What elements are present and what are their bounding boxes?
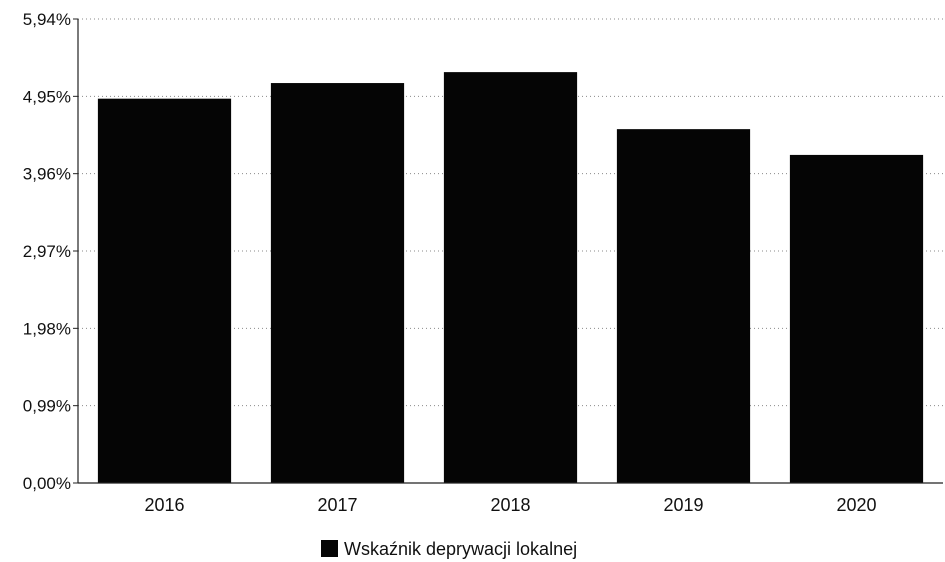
x-tick-label: 2019 xyxy=(663,495,703,515)
legend: Wskaźnik deprywacji lokalnej xyxy=(321,539,577,559)
bars xyxy=(97,72,924,484)
x-tick-label: 2017 xyxy=(317,495,357,515)
y-tick-label: 4,95% xyxy=(23,87,71,106)
bar xyxy=(789,154,924,483)
legend-label: Wskaźnik deprywacji lokalnej xyxy=(344,539,577,559)
y-tick-label: 5,94% xyxy=(23,10,71,29)
bar xyxy=(270,83,405,484)
bar xyxy=(97,98,232,484)
x-tick-label: 2018 xyxy=(490,495,530,515)
legend-swatch xyxy=(321,540,338,557)
bar xyxy=(616,129,751,483)
y-tick-label: 3,96% xyxy=(23,165,71,184)
bar xyxy=(443,72,578,483)
y-axis-ticks: 0,00% 0,99% 1,98% 2,97% 3,96% 4,95% 5,94% xyxy=(23,10,78,493)
y-tick-label: 2,97% xyxy=(23,242,71,261)
y-tick-label: 0,00% xyxy=(23,474,71,493)
x-tick-label: 2016 xyxy=(144,495,184,515)
x-tick-label: 2020 xyxy=(836,495,876,515)
y-tick-label: 0,99% xyxy=(23,397,71,416)
y-tick-label: 1,98% xyxy=(23,319,71,338)
x-axis-ticks: 2016 2017 2018 2019 2020 xyxy=(144,495,876,515)
